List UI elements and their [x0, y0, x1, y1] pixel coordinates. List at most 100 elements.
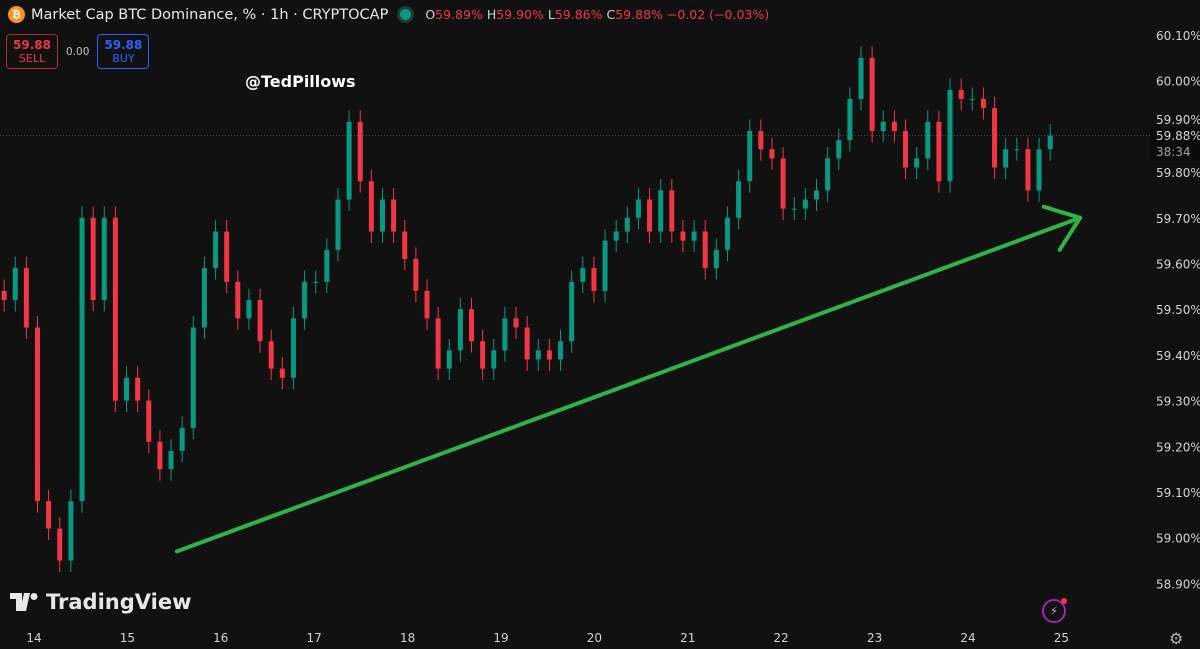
x-tick-label: 18 [400, 631, 415, 645]
y-tick-label: 59.20% [1156, 440, 1200, 454]
candle-body [569, 281, 575, 342]
candle [847, 87, 853, 152]
candle-body [847, 98, 853, 141]
candle [112, 206, 118, 413]
candle-body [290, 318, 296, 378]
candle-body [57, 528, 63, 561]
symbol-title[interactable]: Market Cap BTC Dominance, % · 1h · CRYPT… [31, 6, 389, 23]
x-tick-label: 24 [960, 631, 975, 645]
candle-body [613, 231, 619, 241]
candle-body [402, 231, 408, 259]
candle-body [469, 309, 475, 342]
y-tick-label: 60.10% [1156, 29, 1200, 43]
candle [12, 256, 18, 312]
x-tick-label: 14 [26, 631, 41, 645]
candle [747, 119, 753, 193]
candle-body [224, 231, 230, 282]
candle-body [379, 199, 385, 232]
tradingview-logo-text: TradingView [46, 590, 192, 614]
candle-body [190, 327, 196, 429]
candle [1036, 137, 1042, 202]
candle [758, 119, 764, 161]
candle-body [391, 199, 397, 232]
candle [791, 197, 797, 221]
open-label: O [425, 7, 436, 22]
candle-body [680, 231, 686, 241]
candle [1003, 137, 1009, 179]
candle-body [168, 450, 174, 470]
candle-body [769, 149, 775, 159]
candle [925, 110, 931, 170]
candle-body [802, 199, 808, 209]
candle [46, 489, 52, 540]
last-price-label: 59.88% 38:34 [1150, 127, 1200, 161]
ohlc-values: O59.89% H59.90% L59.86% C59.88% −0.02 (−… [425, 7, 769, 22]
candle [713, 238, 719, 280]
candle [880, 110, 886, 143]
x-tick-label: 19 [493, 631, 508, 645]
trendline-arrowhead [1041, 204, 1083, 220]
trade-panel: 59.88 SELL 0.00 59.88 BUY [6, 34, 150, 69]
tradingview-logo[interactable]: TradingView [10, 590, 191, 614]
candle-body [724, 217, 730, 250]
bitcoin-icon: ₿ [8, 6, 25, 23]
candle-body [124, 377, 130, 401]
candle [57, 517, 63, 572]
candle-body [324, 249, 330, 282]
candle-body [413, 258, 419, 291]
buy-button[interactable]: 59.88 BUY [97, 34, 150, 69]
candle-body [335, 199, 341, 250]
last-price-value: 59.88% [1156, 129, 1200, 143]
candle [702, 220, 708, 280]
candle-body [446, 350, 452, 369]
candle-body [580, 268, 586, 282]
candle [680, 220, 686, 253]
candle [23, 256, 29, 339]
candle [724, 206, 730, 262]
candle [535, 338, 541, 371]
candle-body [112, 217, 118, 401]
close-value: 59.88% [615, 7, 663, 22]
candle [302, 270, 308, 330]
candle [457, 297, 463, 362]
candle [101, 206, 107, 312]
x-tick-label: 16 [213, 631, 228, 645]
candle-body [969, 98, 975, 100]
x-tick-label: 21 [680, 631, 695, 645]
sell-button[interactable]: 59.88 SELL [6, 34, 58, 69]
candle-body [713, 249, 719, 269]
candle [580, 256, 586, 294]
candle-body [435, 318, 441, 369]
y-tick-label: 59.60% [1156, 258, 1200, 272]
candle [658, 178, 664, 243]
candle [836, 128, 842, 170]
gear-icon[interactable]: ⚙ [1169, 629, 1184, 648]
candle-body [1036, 149, 1042, 191]
bar-countdown: 38:34 [1156, 145, 1191, 159]
candle [179, 416, 185, 463]
candle-body [179, 428, 185, 451]
candle [569, 270, 575, 353]
y-tick-label: 59.00% [1156, 532, 1200, 546]
sell-label: SELL [18, 51, 46, 65]
candle-body [669, 190, 675, 232]
candle [813, 178, 819, 211]
candle-body [268, 341, 274, 369]
candle [969, 87, 975, 111]
candle-body [747, 130, 753, 182]
candle [90, 206, 96, 312]
candle-body [947, 89, 953, 182]
close-label: C [606, 7, 616, 22]
candle [1014, 137, 1020, 161]
candle-body [903, 130, 909, 168]
candle [335, 188, 341, 262]
candle-body [302, 281, 308, 319]
candle-body [914, 158, 920, 168]
y-tick-label: 59.10% [1156, 486, 1200, 500]
candle-body [1025, 149, 1031, 191]
candle-body [736, 181, 742, 218]
lightning-icon[interactable]: ⚡ [1042, 598, 1067, 623]
y-tick-label: 60.00% [1156, 75, 1200, 89]
x-tick-label: 15 [120, 631, 135, 645]
